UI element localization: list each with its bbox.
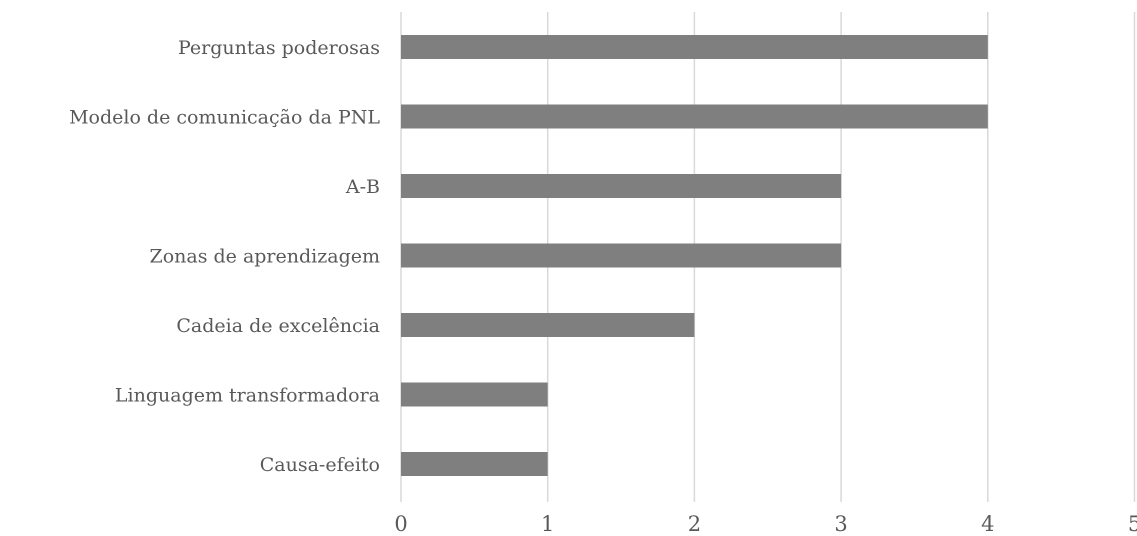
category-label-1: Modelo de comunicação da PNL — [69, 107, 380, 129]
x-tick-label-5: 5 — [1128, 512, 1137, 536]
category-label-4: Cadeia de excelência — [176, 315, 380, 337]
category-label-2: A-B — [345, 176, 380, 198]
bars — [401, 35, 988, 476]
category-label-6: Causa-efeito — [260, 454, 380, 476]
x-tick-label-3: 3 — [834, 512, 847, 536]
bar-6 — [401, 452, 548, 476]
x-tick-label-2: 2 — [688, 512, 701, 536]
bar-0 — [401, 35, 988, 59]
bar-4 — [401, 313, 695, 337]
x-tick-label-4: 4 — [981, 512, 994, 536]
x-axis-ticks: 0 1 2 3 4 5 — [394, 512, 1137, 536]
bar-5 — [401, 382, 548, 407]
category-label-0: Perguntas poderosas — [178, 37, 380, 59]
category-label-5: Linguagem transformadora — [115, 385, 380, 407]
bar-2 — [401, 174, 842, 198]
category-labels: Perguntas poderosas Modelo de comunicação… — [69, 37, 380, 476]
bar-3 — [401, 243, 842, 268]
x-tick-label-1: 1 — [541, 512, 554, 536]
bar-1 — [401, 104, 988, 129]
category-label-3: Zonas de aprendizagem — [150, 246, 381, 268]
x-tick-label-0: 0 — [394, 512, 407, 536]
